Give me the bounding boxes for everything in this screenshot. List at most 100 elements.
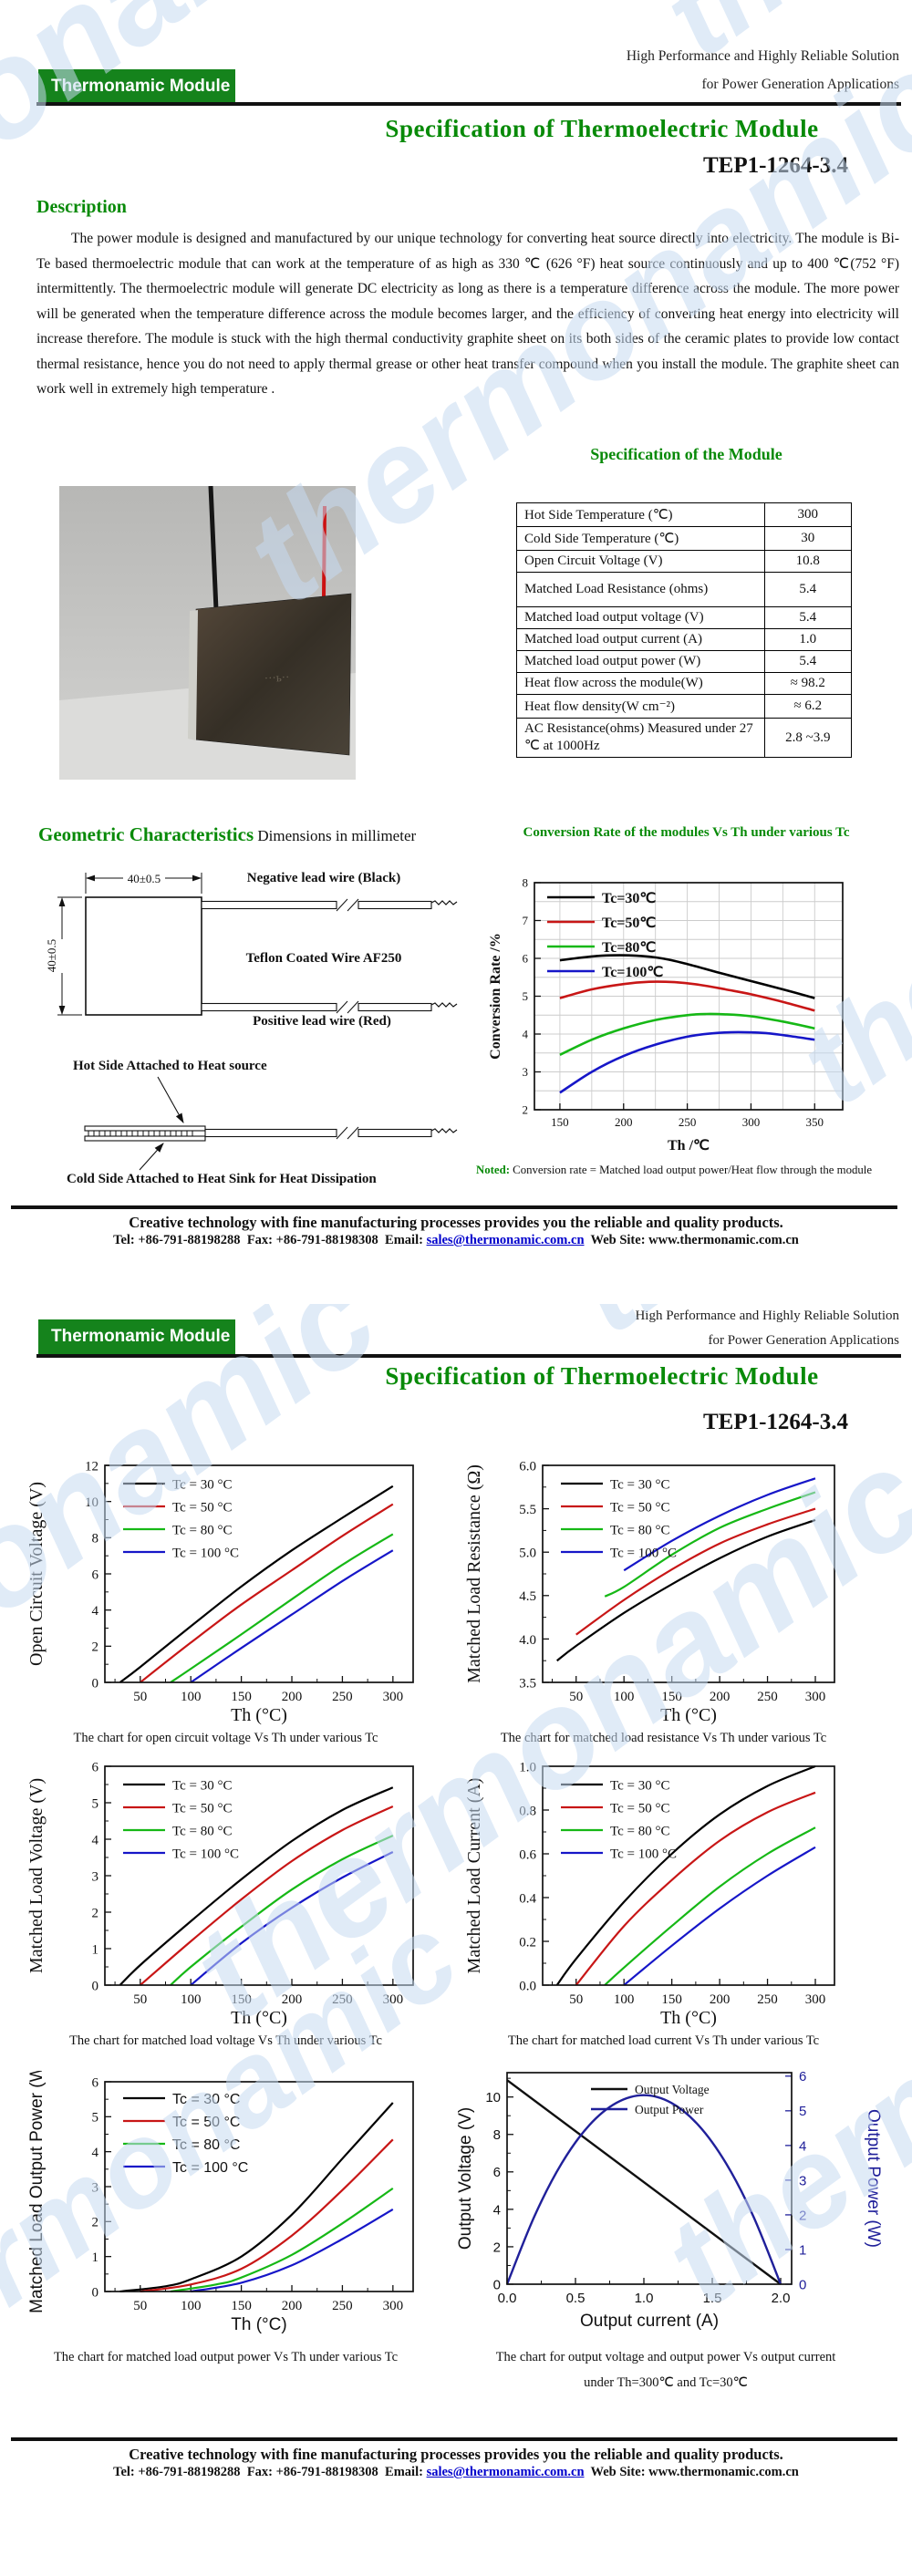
svg-text:300: 300 — [383, 1690, 404, 1704]
svg-text:5: 5 — [92, 2111, 99, 2126]
svg-text:Tc = 50 °C: Tc = 50 °C — [172, 1500, 233, 1515]
series-Tc = 30 °C — [119, 1485, 394, 1683]
svg-text:200: 200 — [282, 1992, 303, 2007]
svg-text:7: 7 — [523, 914, 529, 927]
spec-value: 10.8 — [763, 550, 853, 573]
svg-text:6: 6 — [799, 2069, 806, 2085]
svg-text:6: 6 — [493, 2165, 501, 2180]
chart-svg-open_circuit_voltage: 50 100 150 200 250 300 0 2 4 6 8 10 12 Th (°C) Open Ci… — [26, 1459, 414, 1725]
svg-text:4: 4 — [92, 1833, 99, 1847]
series-Tc = 50 °C — [140, 1805, 394, 1986]
series-Tc = 100 °C — [623, 1477, 816, 1572]
series-Tc = 80 °C — [170, 1835, 394, 1986]
chart-caption: The chart for matched load current Vs Th… — [507, 2033, 820, 2048]
series-Tc = 50 °C — [140, 2138, 394, 2292]
page-title: Specification of Thermoelectric Module — [385, 115, 819, 142]
svg-text:Tc = 50 °C: Tc = 50 °C — [610, 1801, 670, 1816]
cold-side-label: Cold Side Attached to Heat Sink for Heat… — [67, 1172, 377, 1186]
svg-text:6: 6 — [523, 952, 529, 966]
header-tagline: High Performance and Highly Reliable Sol… — [635, 1304, 899, 1353]
svg-text:150: 150 — [231, 1992, 252, 2007]
svg-text:Conversion Rate /%: Conversion Rate /% — [488, 933, 503, 1060]
spec-table: Hot Side Temperature (℃) 300 Cold Side Tem… — [516, 502, 853, 758]
svg-text:300: 300 — [805, 1690, 826, 1704]
svg-text:300: 300 — [805, 1992, 826, 2007]
svg-text:250: 250 — [757, 1992, 778, 2007]
series-Tc = 30 °C — [555, 1765, 816, 1986]
svg-text:···ь··: ···ь·· — [264, 670, 289, 685]
svg-text:Matched Load Resistance (Ω): Matched Load Resistance (Ω) — [464, 1464, 484, 1683]
chart-svg-output_iv: 0.0 0.5 1.0 1.5 2.0 0 2 4 6 8 10 0 1 2 3 4 5 6 Output curr… — [456, 2069, 883, 2331]
svg-text:1.0: 1.0 — [519, 1760, 536, 1774]
svg-text:Tc=80℃: Tc=80℃ — [602, 940, 656, 956]
svg-text:0.8: 0.8 — [519, 1804, 536, 1818]
dim-height-label: 40±0.5 — [45, 939, 58, 972]
footer-contact: Tel: +86-791-88198288 Fax: +86-791-88198… — [0, 2465, 912, 2480]
email-link[interactable]: sales@thermonamic.com.cn — [426, 2465, 585, 2479]
open-circuit-voltage-chart: 50 100 150 200 250 300 0 2 4 6 8 10 12 Th (°C) Open Ci… — [18, 1452, 433, 1725]
page-2: Thermonamic Module High Performance and … — [0, 1304, 912, 2576]
svg-text:50: 50 — [569, 1690, 583, 1704]
svg-text:50: 50 — [133, 1690, 147, 1704]
spec-row: Hot Side Temperature (℃) 300 — [516, 502, 853, 527]
svg-text:12: 12 — [85, 1459, 98, 1474]
spec-value: 5.4 — [763, 650, 853, 673]
svg-text:250: 250 — [332, 1992, 353, 2007]
brand-badge: Thermonamic Module — [38, 69, 235, 104]
svg-text:0: 0 — [92, 1979, 99, 1993]
svg-text:5.5: 5.5 — [519, 1503, 536, 1517]
spec-label: Matched load output current (A) — [516, 628, 765, 651]
svg-text:100: 100 — [181, 1690, 202, 1704]
tagline-line1: High Performance and Highly Reliable Sol… — [635, 1309, 899, 1323]
spec-label: Heat flow density(W cm⁻²) — [516, 694, 765, 719]
svg-text:50: 50 — [569, 1992, 583, 2007]
footer-website: Web Site: www.thermonamic.com.cn — [590, 2465, 799, 2479]
svg-text:100: 100 — [614, 1690, 635, 1704]
svg-text:5: 5 — [523, 989, 529, 1003]
chart-svg-conversion_rate: 150 200 250 300 350 2 3 4 5 6 7 8 Th /℃ Conversion Ra… — [488, 876, 844, 1154]
svg-text:10: 10 — [85, 1495, 98, 1510]
svg-text:2: 2 — [493, 2240, 501, 2255]
svg-text:Tc = 80 °C: Tc = 80 °C — [610, 1824, 670, 1838]
svg-text:1: 1 — [92, 2250, 99, 2265]
series-Tc = 30 °C — [119, 2102, 394, 2292]
chart-svg-matched_load_current: 50 100 150 200 250 300 0.0 0.2 0.4 0.6 0.8 1.0 Th (°… — [464, 1760, 835, 2028]
series-Output Power — [506, 2094, 782, 2285]
svg-text:4.5: 4.5 — [519, 1589, 536, 1604]
svg-text:2: 2 — [799, 2208, 806, 2223]
series-Tc = 80 °C — [170, 2187, 394, 2292]
svg-text:150: 150 — [661, 1690, 682, 1704]
svg-text:Output Voltage: Output Voltage — [635, 2083, 710, 2096]
chart-svg-matched_load_output_power: 50 100 150 200 250 300 0 1 2 3 4 5 6 Th (°C) Matched L… — [27, 2060, 414, 2334]
svg-text:Th (°C): Th (°C) — [660, 1705, 717, 1725]
svg-text:Matched Load Output Power (W): Matched Load Output Power (W) — [27, 2071, 47, 2313]
spec-label: Matched load output voltage (V) — [516, 606, 765, 629]
svg-text:1.0: 1.0 — [635, 2291, 654, 2306]
conversion-rate-chart: 150 200 250 300 350 2 3 4 5 6 7 8 Th /℃ Conversion Ra… — [483, 855, 894, 1170]
svg-text:Tc=50℃: Tc=50℃ — [602, 916, 656, 931]
spec-row: Heat flow density(W cm⁻²) ≈ 6.2 — [516, 694, 853, 719]
spec-label: AC Resistance(ohms) Measured under 27 ℃ … — [516, 718, 765, 758]
series-Tc = 80 °C — [604, 1826, 816, 1986]
svg-text:Th (°C): Th (°C) — [660, 2008, 717, 2028]
svg-text:1: 1 — [92, 1942, 99, 1957]
svg-text:Th (°C): Th (°C) — [231, 2315, 286, 2334]
geometric-heading-row: Geometric Characteristics Dimensions in … — [38, 823, 416, 846]
svg-text:2: 2 — [92, 1906, 99, 1920]
svg-text:Th (°C): Th (°C) — [231, 2008, 287, 2028]
svg-text:8: 8 — [92, 1532, 99, 1547]
svg-text:Output Power: Output Power — [635, 2103, 704, 2116]
footer-email-label: Email: — [385, 1233, 423, 1247]
spec-row: Matched load output power (W) 5.4 — [516, 650, 853, 673]
module-edge — [188, 610, 198, 740]
spec-row: Matched load output voltage (V) 5.4 — [516, 606, 853, 629]
dim-width-label: 40±0.5 — [128, 872, 161, 885]
svg-text:3: 3 — [92, 2180, 99, 2195]
spec-row: Heat flow across the module(W) ≈ 98.2 — [516, 672, 853, 695]
spec-label: Hot Side Temperature (℃) — [516, 502, 765, 527]
svg-text:150: 150 — [231, 1690, 252, 1704]
hot-side-label: Hot Side Attached to Heat source — [73, 1059, 267, 1073]
email-link[interactable]: sales@thermonamic.com.cn — [426, 1233, 585, 1247]
svg-text:0.0: 0.0 — [519, 1979, 536, 1993]
svg-text:6: 6 — [92, 1760, 99, 1774]
